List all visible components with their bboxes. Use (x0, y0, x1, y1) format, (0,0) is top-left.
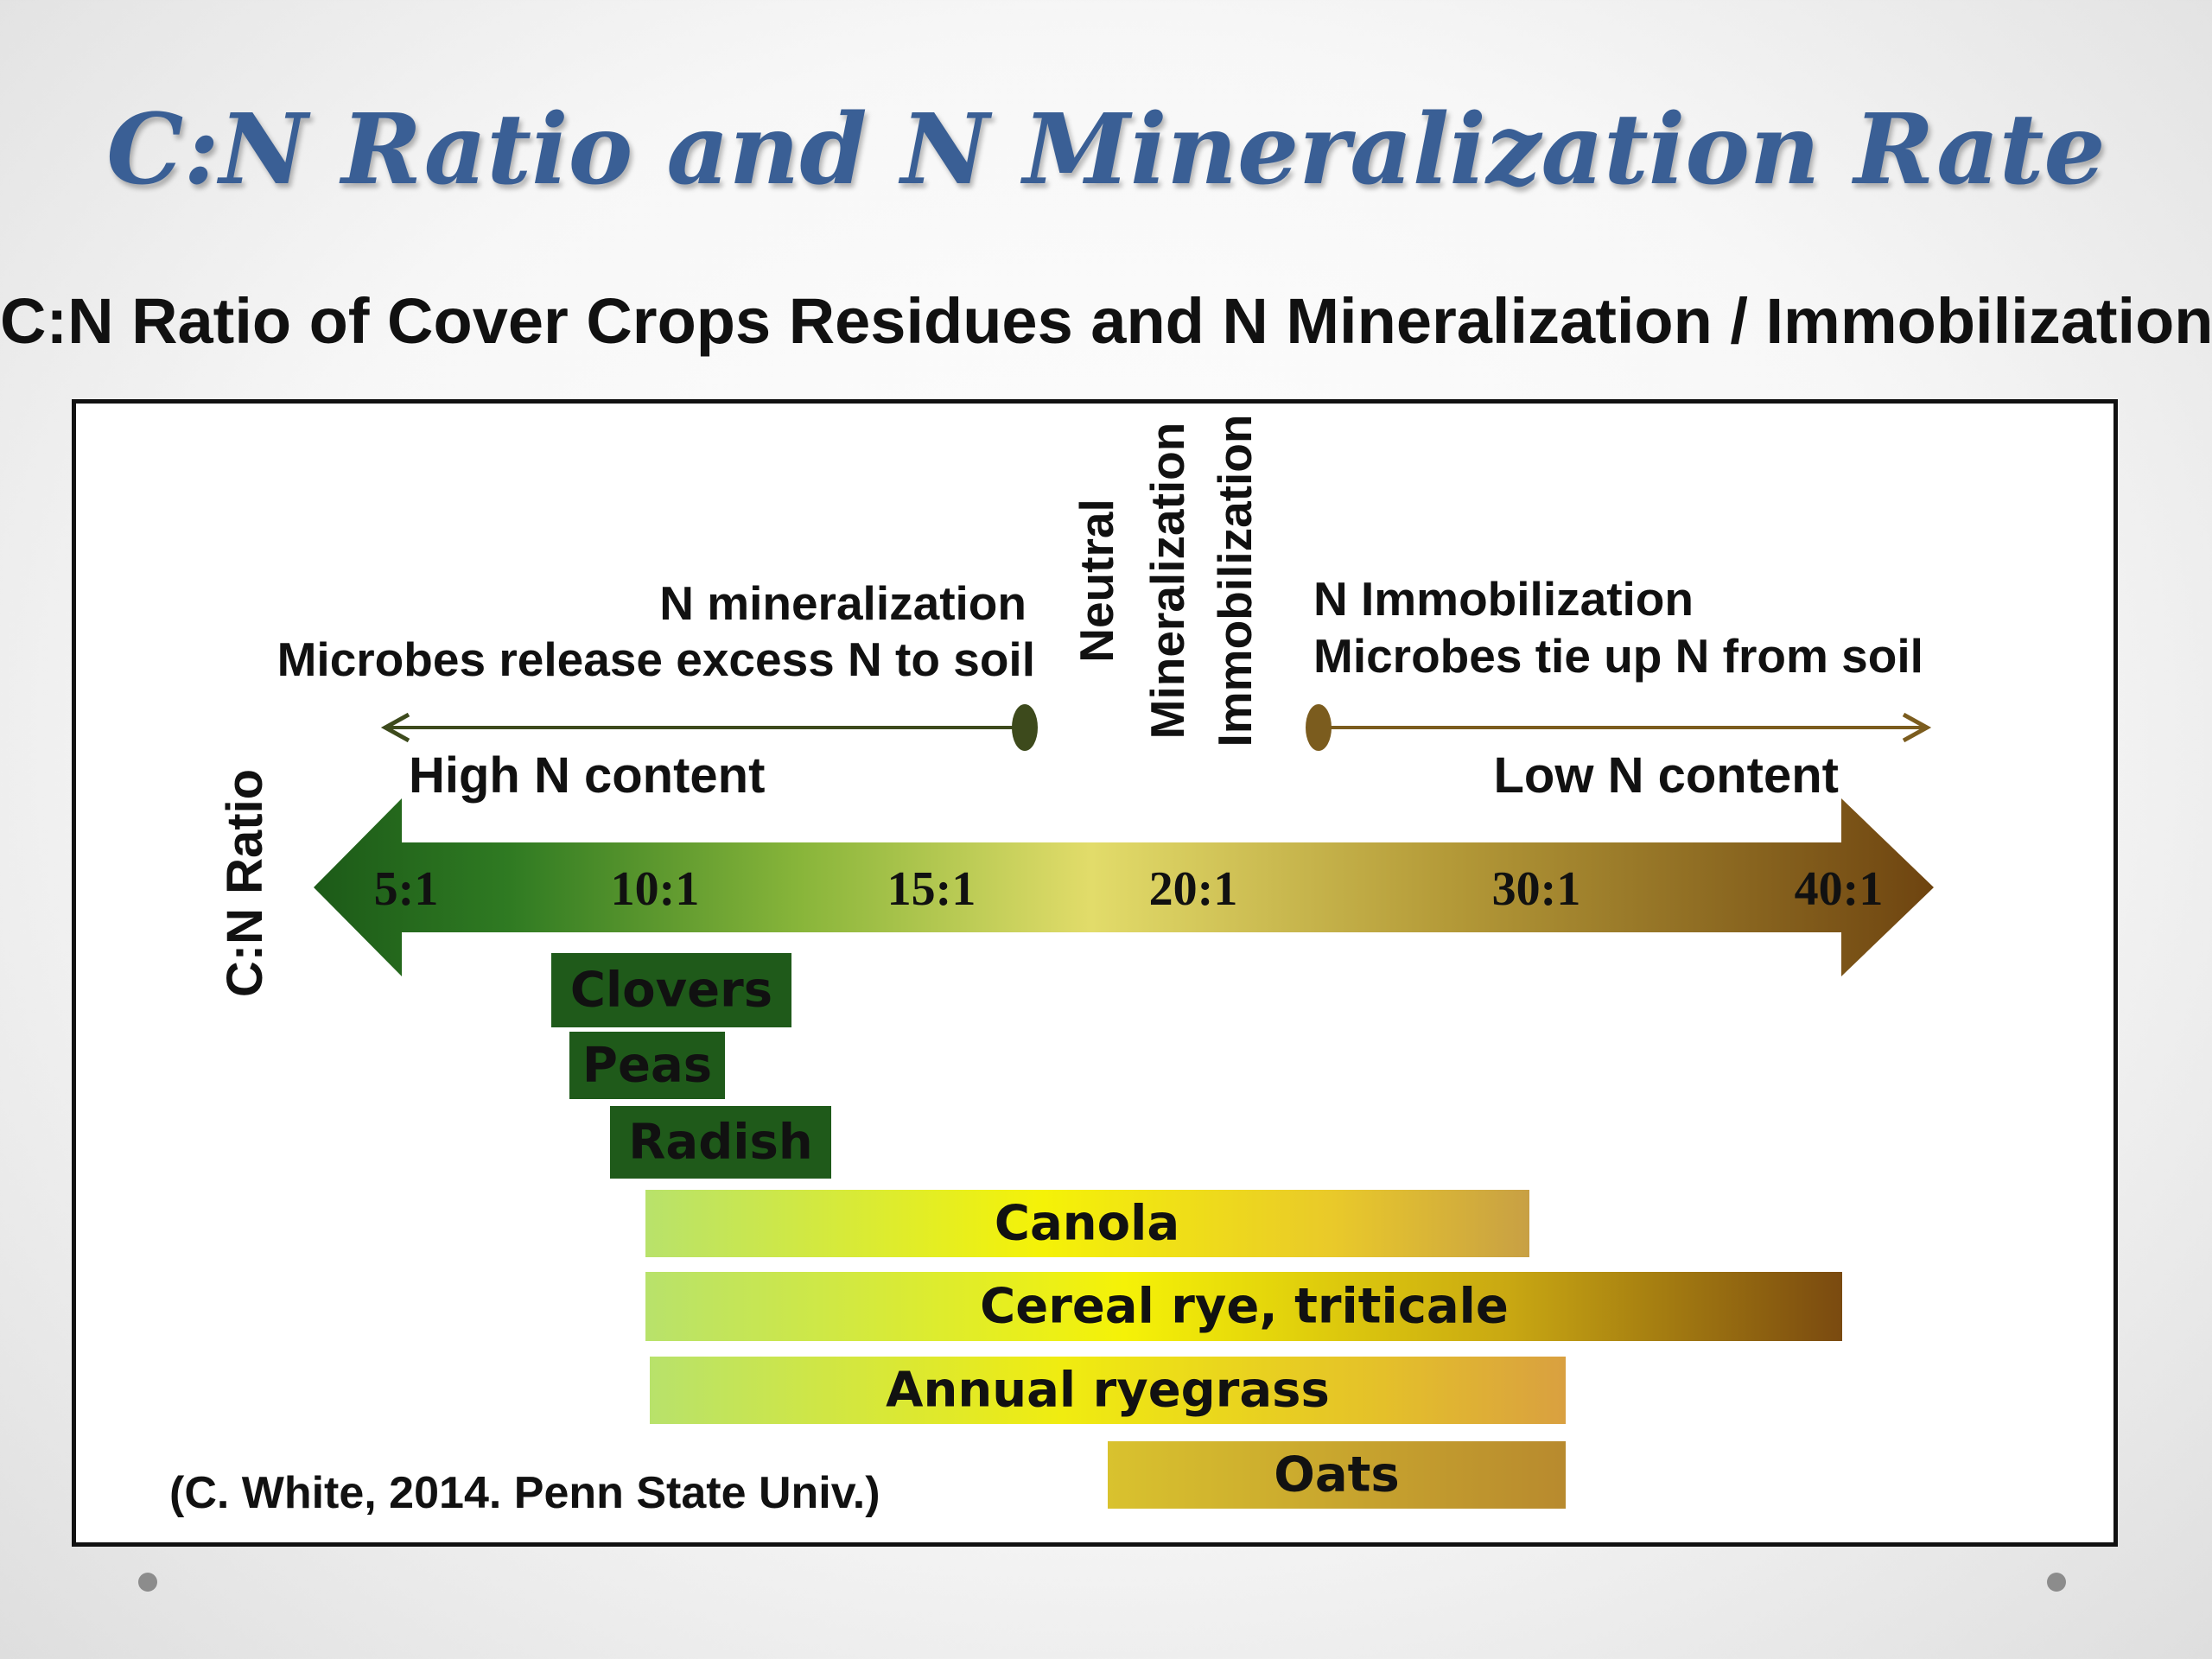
neutral-label-1: Neutral (1070, 499, 1123, 663)
crop-label: Canola (995, 1196, 1179, 1252)
immobilization-line1: N Immobilization (1313, 572, 1694, 626)
crop-bar-peas: Peas (569, 1032, 725, 1099)
tick-label: 5:1 (374, 862, 439, 916)
right-end-label: Low N content (1493, 747, 1839, 804)
neutral-label-2: Mineralization (1141, 423, 1194, 740)
crop-label: Annual ryegrass (886, 1363, 1330, 1419)
tick-label: 20:1 (1149, 862, 1238, 916)
diagram-frame: C:N Ratio N mineralization Microbes rele… (72, 399, 2118, 1547)
immobilization-line2: Microbes tie up N from soil (1313, 629, 1923, 683)
crop-bar-oats: Oats (1108, 1441, 1566, 1509)
tick-label: 10:1 (611, 862, 700, 916)
mineralization-line2: Microbes release excess N to soil (277, 632, 1035, 686)
axis-label: C:N Ratio (217, 769, 273, 997)
crop-bar-clovers: Clovers (551, 953, 791, 1027)
tick-label: 15:1 (887, 862, 976, 916)
crop-bar-annual-ryegrass: Annual ryegrass (650, 1357, 1566, 1424)
crop-label: Peas (582, 1038, 712, 1094)
neutral-label-3: Immobilization (1208, 415, 1262, 747)
crop-bar-radish: Radish (610, 1106, 831, 1179)
tick-label: 30:1 (1492, 862, 1581, 916)
crop-label: Oats (1274, 1447, 1400, 1503)
cn-ratio-scale-arrow (314, 798, 1934, 976)
corner-dot-right (2047, 1573, 2066, 1592)
mineralization-arrow (380, 704, 1038, 751)
left-end-label: High N content (409, 747, 765, 804)
crop-label: Radish (628, 1115, 812, 1171)
tick-label: 40:1 (1795, 862, 1884, 916)
citation: (C. White, 2014. Penn State Univ.) (169, 1468, 880, 1518)
corner-dot-left (138, 1573, 157, 1592)
mineralization-line1: N mineralization (659, 576, 1027, 630)
immobilization-arrow (1306, 704, 1932, 751)
crop-label: Cereal rye, triticale (980, 1279, 1509, 1335)
crop-bar-cereal-rye: Cereal rye, triticale (645, 1272, 1842, 1341)
crop-label: Clovers (570, 963, 772, 1019)
diagram-title: C:N Ratio of Cover Crops Residues and N … (0, 285, 2212, 357)
diagram-canvas: C:N Ratio N mineralization Microbes rele… (169, 415, 1934, 1518)
crop-bar-canola: Canola (645, 1190, 1529, 1257)
slide-title: C:N Ratio and N Mineralization Rate (106, 93, 2106, 207)
